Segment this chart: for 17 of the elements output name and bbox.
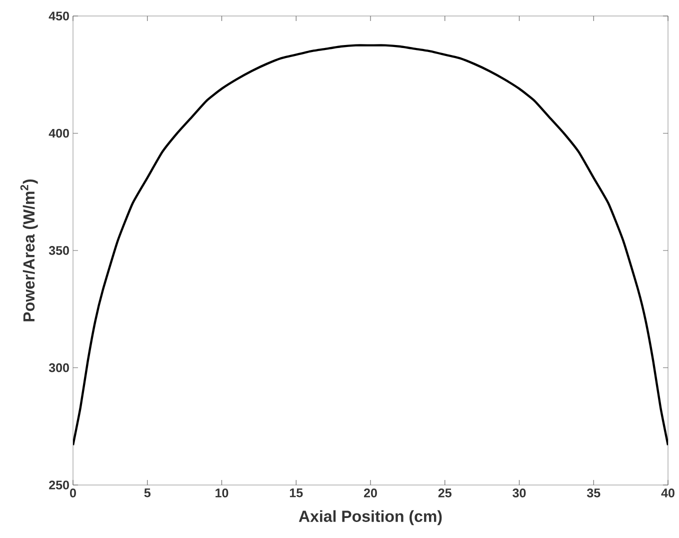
x-tick-label: 0 — [70, 488, 76, 498]
x-tick-label: 35 — [586, 488, 600, 498]
y-tick-label: 350 — [48, 246, 69, 255]
x-tick-label: 5 — [144, 488, 151, 498]
y-tick-label: 450 — [48, 12, 69, 20]
x-tick-label: 25 — [438, 488, 452, 498]
y-tick-label: 300 — [48, 363, 69, 372]
x-tick-label: 15 — [290, 488, 303, 498]
y-tick-label: 250 — [49, 480, 69, 490]
x-tick-label: 40 — [661, 488, 674, 498]
x-tick-label: 30 — [512, 488, 526, 498]
y-axis-title: Power/Area (W/m$^{2}$) — [20, 179, 38, 322]
y-tick-label: 400 — [48, 128, 69, 138]
line-series — [73, 44, 668, 446]
x-tick-label: 20 — [364, 488, 377, 498]
x-tick-label: 10 — [216, 488, 228, 498]
x-axis-title: Axial Position (cm) — [298, 510, 442, 526]
